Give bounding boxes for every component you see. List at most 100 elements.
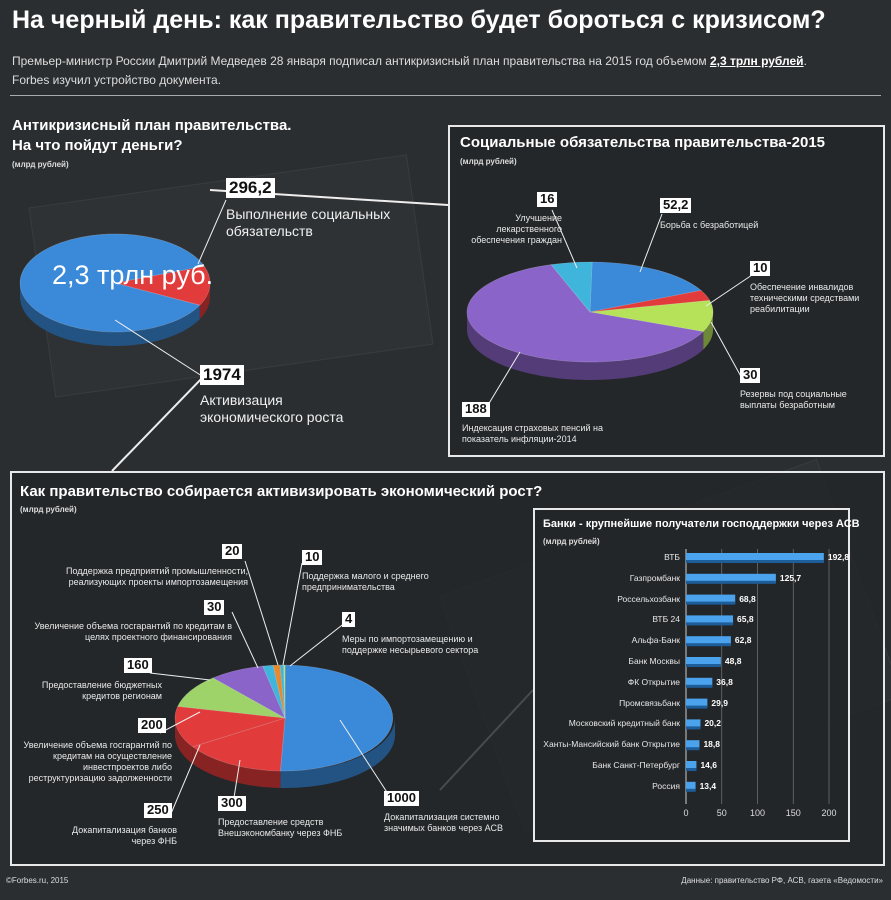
bar-category-label: Газпромбанк <box>629 572 680 583</box>
chart2-value-badge: 10 <box>750 260 771 276</box>
chart2-slice-4 <box>550 261 593 313</box>
chart3-slice-6 <box>272 664 286 719</box>
bar-shadow <box>686 580 776 584</box>
bar-shadow <box>686 643 731 647</box>
chart3-slice-label: Докапитализация системно значимых банков… <box>384 812 503 833</box>
bar-value-label: 18,8 <box>703 739 720 750</box>
leader-line <box>551 209 578 269</box>
leader-line <box>231 611 259 669</box>
intro-line2: Forbes изучил устройство документа. <box>12 73 222 87</box>
x-tick-label: 0 <box>683 808 689 818</box>
bar <box>686 573 776 583</box>
chart3-value-badge: 20 <box>222 543 243 559</box>
chart3-value-badge: 200 <box>138 717 166 733</box>
page-title: На черный день: как правительство будет … <box>12 6 826 34</box>
bar-shadow <box>686 788 696 792</box>
leader-line <box>282 562 303 666</box>
chart2-value-badge: 52,2 <box>660 197 692 213</box>
chart3-slice-side <box>175 719 193 764</box>
x-tick-label: 150 <box>785 808 801 818</box>
chart1-value-badge: 1974 <box>200 365 244 385</box>
chart3-slice-4 <box>212 665 286 719</box>
chart3-slice-label: Увеличение объема госгарантий по кредита… <box>34 621 232 642</box>
bar <box>686 615 734 625</box>
chart1-slice-label: Выполнение социальных обязательств <box>226 206 391 239</box>
chart3-slice-3 <box>177 677 286 719</box>
bar <box>686 719 701 729</box>
leader-line <box>149 672 211 681</box>
bar <box>686 761 697 770</box>
bar-value-label: 20,2 <box>704 718 721 729</box>
bar-category-label: Банк Санкт-Петербург <box>592 760 680 770</box>
chart2-slice-label: Обеспечение инвалидов техническими средс… <box>750 282 860 314</box>
intro-line1: Премьер-министр России Дмитрий Медведев … <box>12 54 710 68</box>
leader-line <box>197 199 227 265</box>
bar-value-label: 48,8 <box>724 656 742 666</box>
intro-highlight: 2,3 трлн рублей <box>709 54 804 68</box>
chart3-slice-side <box>192 746 281 788</box>
chart2-value-badge: 30 <box>740 367 761 383</box>
x-tick-label: 100 <box>749 808 766 818</box>
bar-shadow <box>686 705 708 709</box>
chart3-value-badge: 4 <box>342 611 356 627</box>
bar <box>686 698 708 708</box>
chart3-slice-label: Меры по импортозамещению и поддержке нес… <box>342 634 479 655</box>
chart3-value-badge: 1000 <box>384 790 419 806</box>
chart3-slice-label: Увеличение объема госгарантий по кредита… <box>23 740 172 783</box>
chart3-slice-7 <box>279 664 286 719</box>
leader-line <box>114 319 206 379</box>
bar-value-label: 62,8 <box>734 635 752 646</box>
chart1-title: Антикризисный план правительства. На что… <box>12 116 312 156</box>
chart3-value-badge: 300 <box>218 795 246 811</box>
bar-category-label: Промсвязьбанк <box>619 697 680 708</box>
bar-category-label: Россия <box>652 780 680 791</box>
leader-line <box>289 621 347 667</box>
leader-line <box>339 719 393 801</box>
bar-value-label: 36,8 <box>716 676 733 687</box>
bar-category-label: Альфа-Банк <box>631 635 680 646</box>
chart1-center-text: 2,3 трлн руб. <box>52 260 214 290</box>
bar-category-label: ВТБ <box>664 552 680 562</box>
intro-period: . <box>803 54 807 68</box>
chart1-slice-1 <box>19 233 205 333</box>
chart3-slice-2 <box>174 706 286 748</box>
leader-line <box>159 711 201 734</box>
bar-shadow <box>686 726 701 730</box>
chart3-value-badge: 160 <box>124 657 152 673</box>
chart1-slice-label: Активизация экономического роста <box>200 392 344 425</box>
bar-value-label: 65,8 <box>737 614 754 625</box>
bar-shadow <box>686 601 736 605</box>
footer-source: Данные: правительство РФ, АСВ, газета «В… <box>681 876 883 885</box>
bar <box>686 553 824 562</box>
chart3-slice-0 <box>280 664 393 772</box>
chart3-value-badge: 30 <box>204 599 225 615</box>
bar-shadow <box>686 747 700 751</box>
bar-value-label: 29,9 <box>711 697 728 708</box>
chart4-unit: (млрд рублей) <box>543 537 600 546</box>
footer-credit: ©Forbes.ru, 2015 <box>6 876 69 885</box>
bar <box>686 594 736 604</box>
leader-line <box>244 560 279 666</box>
intro-text: Премьер-министр России Дмитрий Медведев … <box>12 52 807 90</box>
leader-line <box>639 213 663 273</box>
bar-shadow <box>686 768 697 771</box>
chart1-slice-0 <box>114 265 211 306</box>
chart3-slice-8 <box>283 664 286 719</box>
bar-value-label: 125,7 <box>779 572 802 583</box>
bar-value-label: 13,4 <box>699 780 717 791</box>
bar <box>686 781 696 791</box>
chart2-slice-label: Борьба с безработицей <box>660 220 759 230</box>
bar <box>686 740 700 750</box>
chart3-slice-label: Предоставление бюджетных кредитов регион… <box>41 680 162 701</box>
chart3-slice-5 <box>262 664 286 719</box>
chart2-slice-side <box>467 311 704 380</box>
bar-category-label: ВТБ 24 <box>652 614 680 625</box>
chart2-value-badge: 16 <box>537 191 558 207</box>
chart3-slice-1 <box>192 717 286 772</box>
leader-line <box>484 351 521 411</box>
bar-value-label: 68,8 <box>739 593 756 604</box>
chart1-slice-side <box>20 282 200 346</box>
